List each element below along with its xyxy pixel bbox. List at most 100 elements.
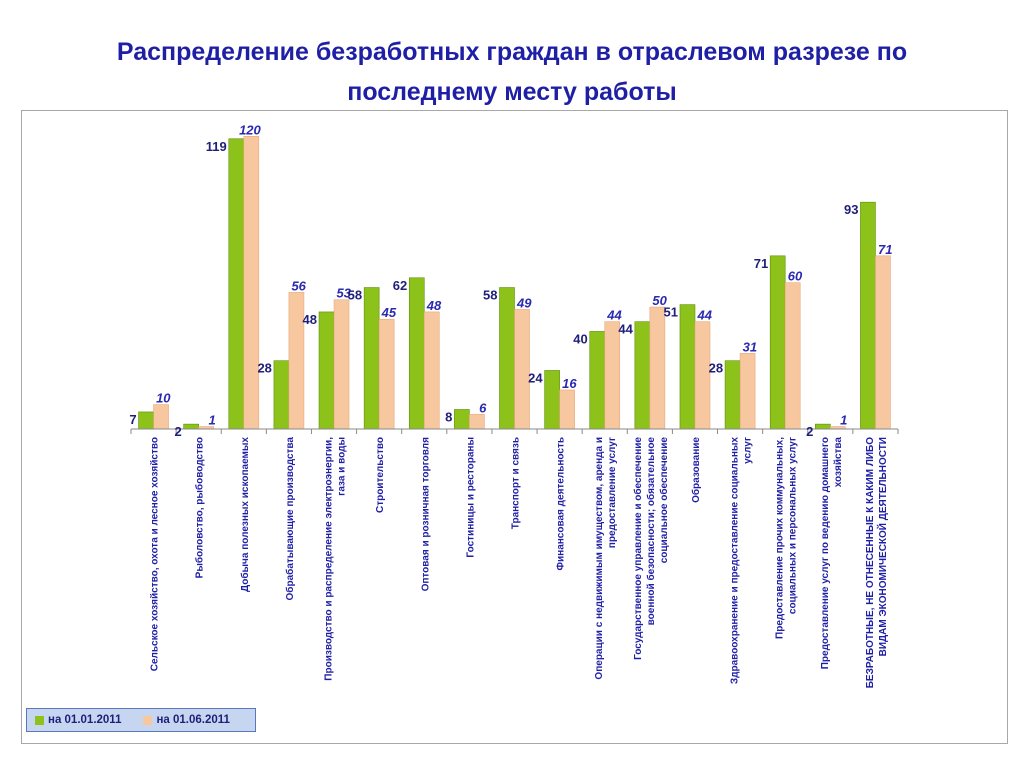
data-label-series1: 58 xyxy=(483,288,497,303)
bar-series1 xyxy=(724,360,741,430)
bar-series2 xyxy=(559,389,575,430)
data-label-series1: 48 xyxy=(303,312,317,327)
data-label-series2: 49 xyxy=(516,295,532,310)
bar-series1 xyxy=(679,304,696,430)
bar-series2 xyxy=(423,311,440,430)
bar-series2 xyxy=(649,306,666,430)
bar-series1 xyxy=(634,321,651,430)
bars-layer xyxy=(138,136,891,430)
data-label-series2: 1 xyxy=(208,413,215,428)
bar-series1 xyxy=(318,311,335,430)
category-label-line: военной безопасности; обязательное xyxy=(645,437,657,626)
data-label-series1: 2 xyxy=(174,424,181,439)
category-label: Операции с недвижимым имуществом, аренда… xyxy=(594,437,618,680)
bar-series2 xyxy=(378,318,395,430)
category-label-line: социальных и персональных услуг xyxy=(788,437,799,614)
category-label-line: газа и воды xyxy=(337,437,348,496)
category-label: Транспорт и связь xyxy=(511,437,522,529)
data-label-series1: 28 xyxy=(709,361,723,376)
data-label-series1: 119 xyxy=(206,139,227,154)
data-label-series1: 58 xyxy=(348,288,362,303)
data-label-series1: 93 xyxy=(844,202,858,217)
category-label-line: Гостиницы и рестораны xyxy=(465,437,476,558)
category-label-line: БЕЗРАБОТНЫЕ, НЕ ОТНЕСЕННЫЕ К КАКИМ ЛИБО xyxy=(865,437,876,688)
category-label-line: услуг xyxy=(743,437,754,464)
category-label: БЕЗРАБОТНЫЕ, НЕ ОТНЕСЕННЫЕ К КАКИМ ЛИБО В… xyxy=(865,437,889,688)
category-label-line: Сельское хозяйство, охота и лесное хозяй… xyxy=(150,437,161,671)
bar-series2 xyxy=(784,282,801,430)
bar-series2 xyxy=(604,321,621,430)
category-label: Предоставление услуг по ведению домашнег… xyxy=(820,437,844,670)
data-label-series1: 24 xyxy=(528,370,543,385)
category-label-line: Обрабатывающие производства xyxy=(284,437,296,601)
data-label-series2: 31 xyxy=(743,339,757,354)
data-label-series1: 28 xyxy=(257,361,271,376)
legend-swatch-series1 xyxy=(35,715,44,725)
category-label: Производство и распределение электроэнер… xyxy=(324,437,348,681)
category-label: Обрабатывающие производства xyxy=(284,437,296,601)
data-label-series2: 10 xyxy=(156,391,171,406)
data-label-series2: 60 xyxy=(788,269,803,284)
legend-item-series1: на 01.01.2011 xyxy=(35,714,121,726)
bar-series1 xyxy=(363,287,380,430)
category-label-line: предоставление услуг xyxy=(607,437,618,548)
bar-series2 xyxy=(153,404,169,430)
data-label-series1: 71 xyxy=(754,256,768,271)
category-label-line: Транспорт и связь xyxy=(511,437,522,529)
data-label-series2: 48 xyxy=(426,298,442,313)
data-label-series2: 44 xyxy=(606,308,622,323)
data-label-series2: 44 xyxy=(697,308,713,323)
bar-series2 xyxy=(514,309,530,430)
bar-series2 xyxy=(333,299,350,430)
category-label-line: Операции с недвижимым имуществом, аренда… xyxy=(594,437,605,680)
data-label-series1: 2 xyxy=(806,424,813,439)
category-label: Строительство xyxy=(375,437,386,513)
data-label-series2: 16 xyxy=(562,376,577,391)
bar-series1 xyxy=(860,201,876,430)
category-label-line: хозяйства xyxy=(833,437,844,488)
legend-swatch-series2 xyxy=(143,715,153,725)
category-label: Образование xyxy=(690,437,702,503)
category-label: Рыболовство, рыбоводство xyxy=(194,437,206,578)
data-label-series1: 8 xyxy=(445,409,452,424)
category-label-line: Производство и распределение электроэнер… xyxy=(324,437,335,681)
data-label-series1: 7 xyxy=(129,412,136,427)
category-label-line: Предоставление услуг по ведению домашнег… xyxy=(820,437,831,669)
category-label-line: Здравоохранение и предоставление социаль… xyxy=(730,437,741,685)
category-label-line: Оптовая и розничная торговля xyxy=(420,437,431,592)
bar-series1 xyxy=(228,138,245,430)
bar-series1 xyxy=(408,277,425,430)
data-label-series1: 62 xyxy=(393,278,407,293)
bar-series1 xyxy=(499,287,515,430)
bar-series1 xyxy=(273,360,290,430)
category-label-line: Строительство xyxy=(375,437,386,513)
category-label: Оптовая и розничная торговля xyxy=(420,437,431,592)
legend-item-series2: на 01.06.2011 xyxy=(143,714,230,726)
data-label-series2: 50 xyxy=(652,293,667,308)
category-label-line: Рыболовство, рыбоводство xyxy=(194,437,206,578)
category-label: Государственное управление и обеспечение… xyxy=(632,437,670,660)
bar-series1 xyxy=(138,411,154,430)
data-label-series2: 53 xyxy=(337,286,352,301)
category-label: Здравоохранение и предоставление социаль… xyxy=(730,437,754,685)
data-label-series2: 1 xyxy=(840,413,847,428)
legend: на 01.01.2011 на 01.06.2011 xyxy=(26,708,256,732)
category-label: Гостиницы и рестораны xyxy=(465,437,476,558)
category-labels-layer: Сельское хозяйство, охота и лесное хозяй… xyxy=(150,437,889,689)
data-label-series2: 71 xyxy=(878,242,892,257)
axis-layer xyxy=(130,428,899,434)
data-label-series2: 120 xyxy=(239,122,261,137)
data-label-series2: 56 xyxy=(291,278,306,293)
category-label-line: Добыча полезных ископаемых xyxy=(239,437,251,592)
category-label-line: Предоставление прочих коммунальных, xyxy=(775,437,786,639)
category-label: Предоставление прочих коммунальных, социа… xyxy=(775,437,799,639)
bar-series2 xyxy=(875,255,891,430)
page-title: Распределение безработных граждан в отра… xyxy=(116,38,908,106)
category-label-line: Образование xyxy=(690,437,702,503)
bar-series1 xyxy=(454,409,470,430)
category-label-line: социальное обеспечение xyxy=(658,437,670,564)
chart-frame xyxy=(21,110,1008,744)
category-label-line: Государственное управление и обеспечение xyxy=(632,437,644,660)
